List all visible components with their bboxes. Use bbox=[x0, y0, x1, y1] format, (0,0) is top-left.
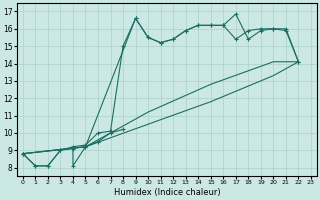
X-axis label: Humidex (Indice chaleur): Humidex (Indice chaleur) bbox=[114, 188, 220, 197]
